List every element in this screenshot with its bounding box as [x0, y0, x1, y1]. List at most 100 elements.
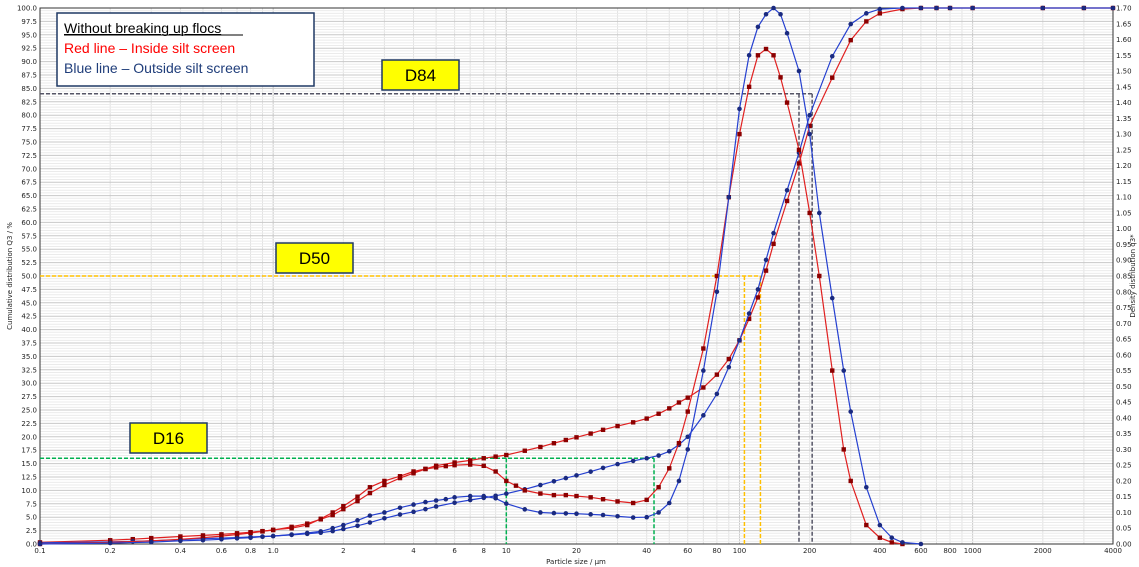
- data-point-marker: [848, 409, 854, 414]
- x-tick-label: 0.4: [175, 547, 187, 555]
- data-point-marker: [341, 526, 346, 532]
- data-point-marker: [504, 491, 509, 496]
- x-tick-label: 0.8: [245, 547, 256, 555]
- data-point-marker: [644, 455, 649, 461]
- label-box-d16: [129, 422, 208, 454]
- y-tick-label-right: 1.20: [1116, 162, 1132, 170]
- y-tick-label-right: 0.40: [1116, 414, 1132, 422]
- data-point-marker: [763, 257, 769, 263]
- x-tick-label: 8: [481, 547, 485, 555]
- x-tick-label: 200: [803, 547, 816, 555]
- data-point-marker: [423, 466, 428, 472]
- data-point-marker: [304, 530, 310, 536]
- data-point-marker: [563, 492, 569, 498]
- label-text-d50: D50: [299, 249, 330, 268]
- data-point-marker: [807, 210, 812, 216]
- legend-entry-blue: Blue line – Outside silt screen: [64, 60, 248, 76]
- y-tick-label-right: 0.70: [1116, 320, 1132, 328]
- data-point-marker: [755, 295, 761, 300]
- data-point-marker: [763, 12, 769, 17]
- data-point-marker: [219, 536, 224, 542]
- data-point-marker: [841, 447, 846, 452]
- data-point-marker: [382, 510, 387, 515]
- data-point-marker: [630, 420, 636, 425]
- data-point-marker: [934, 5, 939, 11]
- data-point-marker: [330, 525, 335, 531]
- data-point-marker: [504, 478, 509, 484]
- data-point-marker: [796, 68, 802, 74]
- data-point-marker: [423, 499, 428, 505]
- data-point-marker: [918, 541, 924, 547]
- y-axis-title-left: Cumulative distribution Q3 / %: [6, 222, 14, 330]
- data-point-marker: [685, 395, 690, 400]
- y-tick-label-right: 0.05: [1116, 525, 1132, 533]
- y-tick-label-right: 1.40: [1116, 99, 1132, 107]
- data-point-marker: [667, 466, 672, 471]
- data-point-marker: [656, 411, 661, 416]
- y-tick-label-left: 17.5: [21, 447, 37, 455]
- data-point-marker: [574, 511, 579, 517]
- x-tick-label: 1000: [964, 547, 982, 555]
- data-point-marker: [397, 505, 403, 511]
- y-tick-label-right: 0.80: [1116, 288, 1132, 296]
- data-point-marker: [149, 535, 154, 541]
- data-point-marker: [685, 409, 690, 414]
- data-point-marker: [807, 131, 812, 137]
- data-point-marker: [746, 84, 752, 90]
- data-point-marker: [817, 210, 822, 216]
- data-point-marker: [493, 454, 498, 459]
- x-tick-label: 1.0: [268, 547, 279, 555]
- data-point-marker: [443, 496, 449, 502]
- data-point-marker: [900, 5, 905, 11]
- y-tick-label-left: 35.0: [21, 353, 37, 361]
- data-point-marker: [367, 520, 373, 525]
- y-tick-label-right: 0.60: [1116, 351, 1132, 359]
- data-point-marker: [807, 112, 812, 118]
- data-point-marker: [330, 512, 335, 518]
- y-tick-label-left: 85.0: [21, 85, 37, 93]
- data-point-marker: [467, 462, 473, 467]
- y-tick-label-right: 0.85: [1116, 273, 1132, 281]
- x-tick-label: 4: [411, 547, 416, 555]
- data-point-marker: [355, 498, 360, 504]
- y-tick-label-left: 45.0: [21, 299, 37, 307]
- x-tick-label: 800: [943, 547, 956, 555]
- data-point-marker: [467, 458, 473, 463]
- data-point-marker: [784, 100, 790, 105]
- data-point-marker: [600, 497, 606, 502]
- data-point-marker: [947, 5, 953, 11]
- x-tick-label: 100: [733, 547, 746, 555]
- data-point-marker: [248, 535, 253, 540]
- data-point-marker: [341, 503, 346, 509]
- data-point-marker: [588, 469, 593, 474]
- data-point-marker: [248, 530, 253, 536]
- y-tick-label-left: 47.5: [21, 286, 37, 294]
- y-tick-label-left: 67.5: [21, 179, 37, 187]
- data-point-marker: [574, 493, 579, 499]
- y-tick-label-right: 1.30: [1116, 131, 1132, 139]
- data-point-marker: [270, 527, 276, 533]
- data-point-marker: [714, 372, 720, 377]
- data-point-marker: [433, 465, 439, 470]
- data-point-marker: [864, 522, 869, 528]
- data-point-marker: [538, 491, 543, 496]
- data-point-marker: [830, 368, 835, 373]
- data-point-marker: [864, 19, 869, 24]
- y-tick-label-right: 0.35: [1116, 430, 1132, 438]
- data-point-marker: [538, 482, 543, 488]
- legend: Without breaking up flocs Red line – Ins…: [56, 12, 315, 87]
- y-tick-label-left: 12.5: [21, 474, 37, 482]
- legend-box: [56, 12, 315, 87]
- data-point-marker: [452, 460, 457, 465]
- y-tick-label-left: 97.5: [21, 18, 37, 26]
- data-point-marker: [563, 437, 569, 443]
- data-point-marker: [423, 506, 428, 512]
- y-tick-label-right: 0.15: [1116, 493, 1132, 501]
- data-point-marker: [178, 534, 183, 539]
- x-tick-label: 0.2: [105, 547, 116, 555]
- data-point-marker: [676, 478, 682, 484]
- label-box-d84: [381, 59, 460, 91]
- data-point-marker: [755, 287, 761, 292]
- y-tick-label-left: 20.0: [21, 433, 37, 441]
